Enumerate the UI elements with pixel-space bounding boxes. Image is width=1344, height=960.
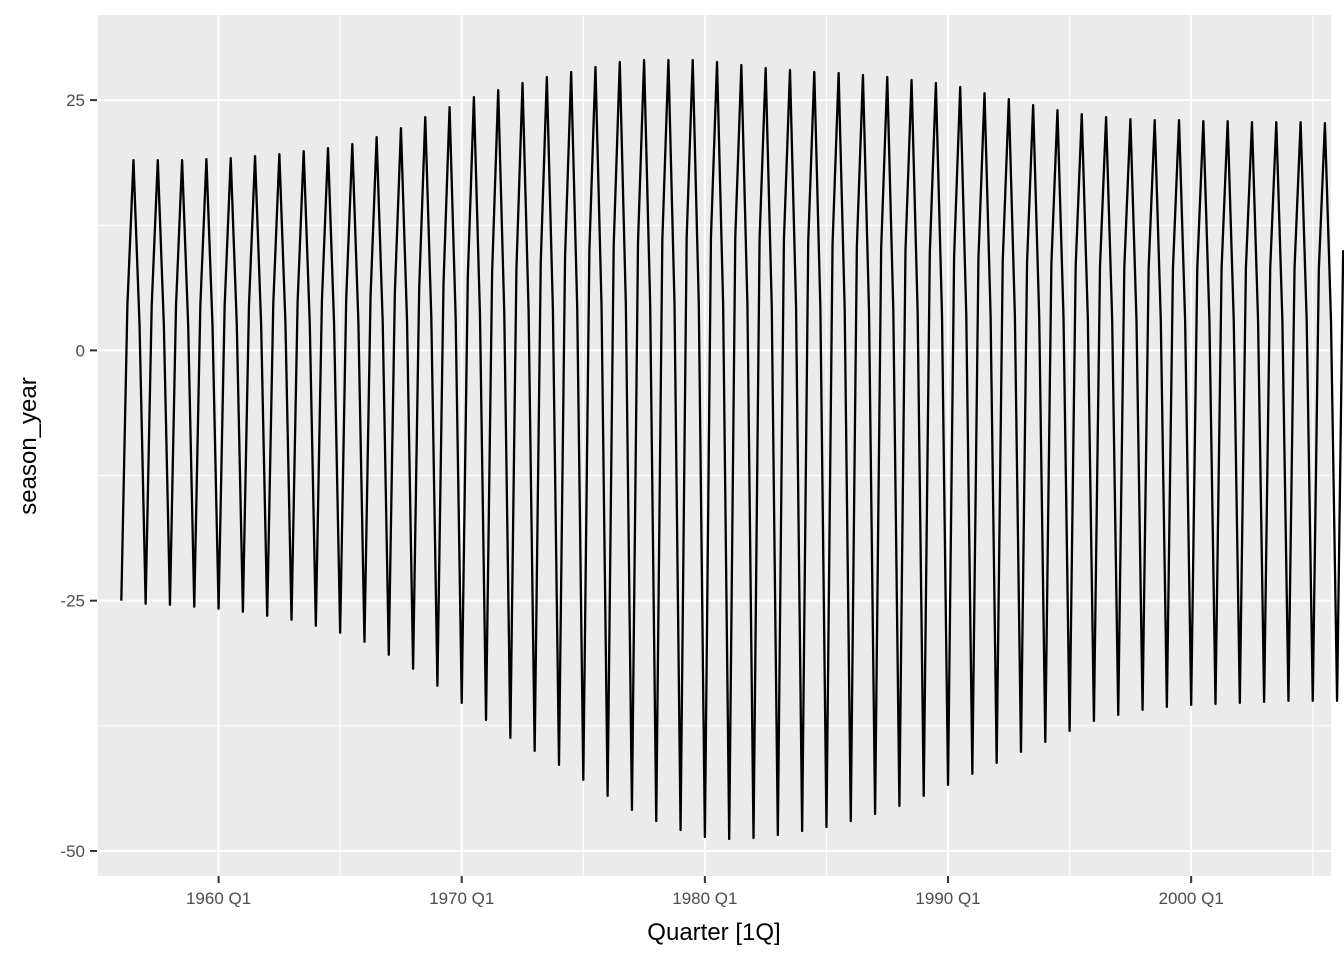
y-tick-label: 0 [76, 341, 85, 360]
x-tick-label: 1970 Q1 [429, 889, 494, 908]
x-axis: 1960 Q1 1970 Q1 1980 Q1 1990 Q1 2000 Q1 [186, 876, 1224, 908]
y-axis-title: season_year [15, 377, 42, 514]
x-tick-label: 1960 Q1 [186, 889, 251, 908]
x-tick-label: 2000 Q1 [1159, 889, 1224, 908]
major-gridlines [97, 15, 1331, 876]
x-axis-title: Quarter [1Q] [647, 919, 780, 946]
x-tick-label: 1990 Q1 [915, 889, 980, 908]
y-tick-label: 25 [66, 91, 85, 110]
series-line-0 [120, 58, 1344, 841]
x-tick-label: 1980 Q1 [672, 889, 737, 908]
y-tick-label: -50 [60, 842, 85, 861]
series-layer [120, 58, 1344, 841]
y-axis: -50 -25 0 25 [60, 91, 97, 861]
y-tick-label: -25 [60, 592, 85, 611]
